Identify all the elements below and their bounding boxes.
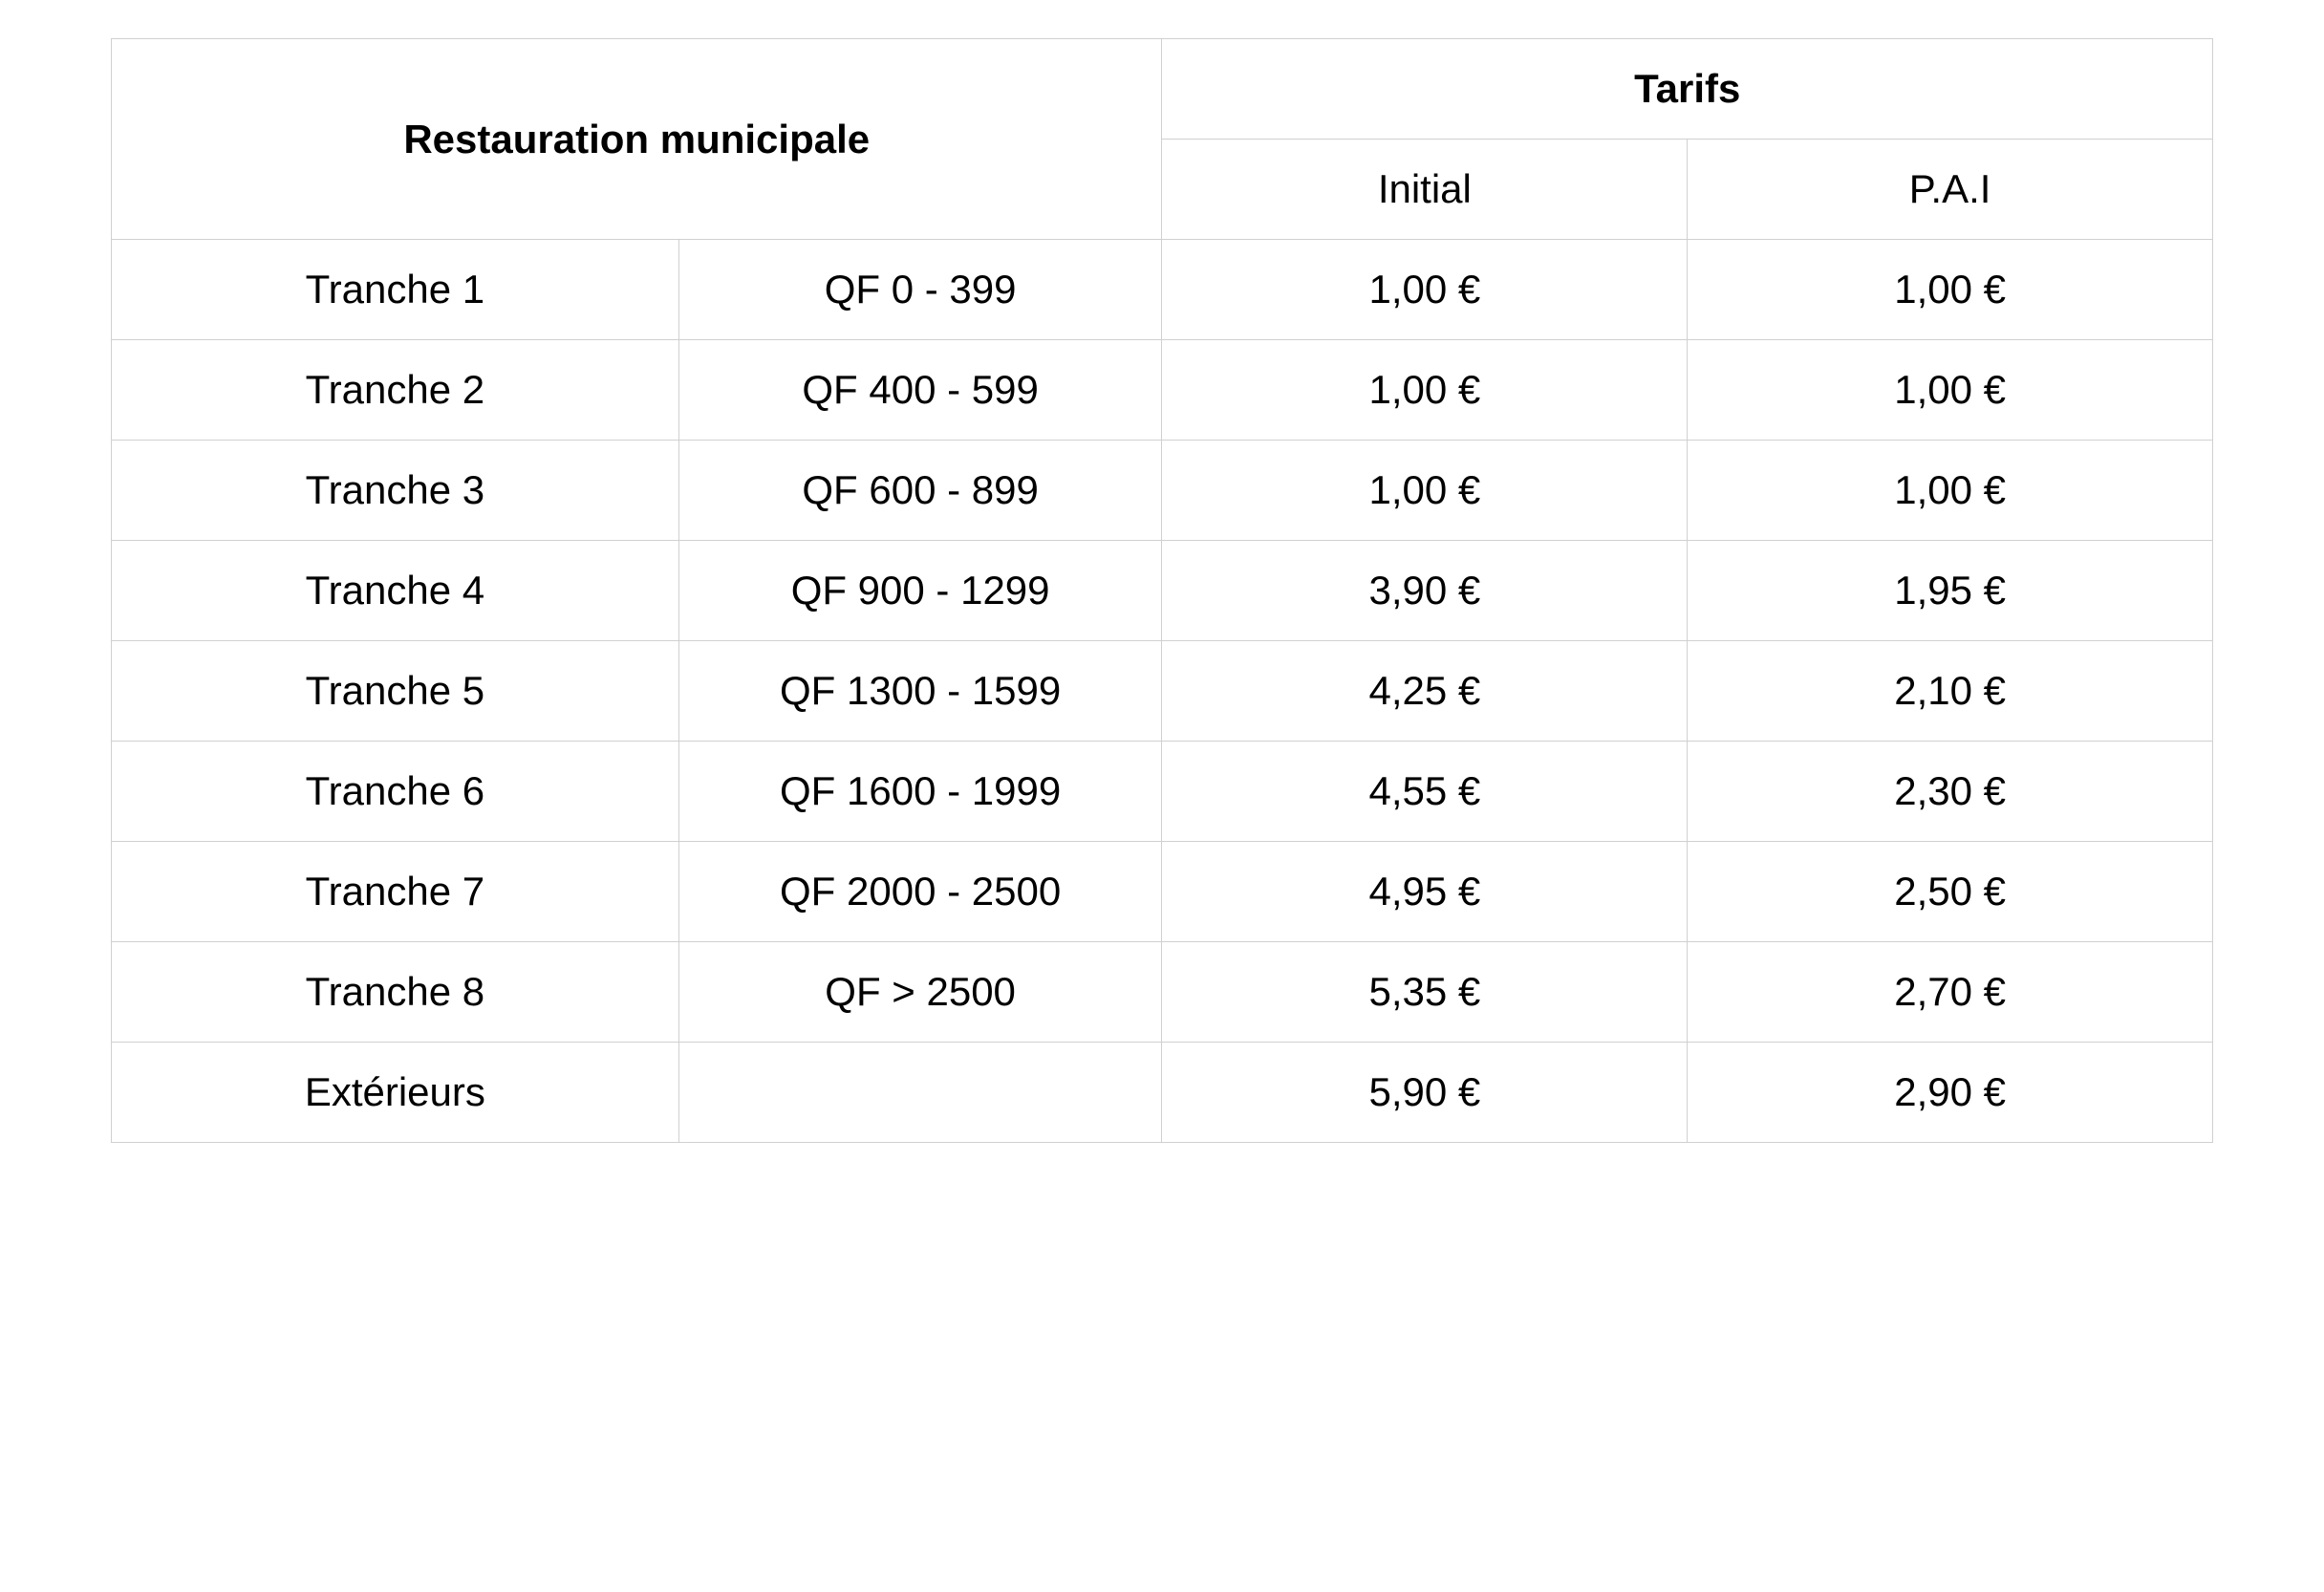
cell-pai: 2,10 €: [1688, 641, 2213, 742]
cell-initial: 4,25 €: [1162, 641, 1688, 742]
cell-qf: QF 0 - 399: [678, 240, 1162, 340]
cell-tranche: Tranche 1: [112, 240, 679, 340]
table-row: Tranche 5 QF 1300 - 1599 4,25 € 2,10 €: [112, 641, 2213, 742]
cell-pai: 2,50 €: [1688, 842, 2213, 942]
cell-tranche: Tranche 4: [112, 541, 679, 641]
table-row: Tranche 3 QF 600 - 899 1,00 € 1,00 €: [112, 441, 2213, 541]
cell-tranche: Tranche 8: [112, 942, 679, 1043]
table-row: Tranche 2 QF 400 - 599 1,00 € 1,00 €: [112, 340, 2213, 441]
cell-tranche: Tranche 7: [112, 842, 679, 942]
cell-initial: 5,90 €: [1162, 1043, 1688, 1143]
header-initial: Initial: [1162, 140, 1688, 240]
table-body: Tranche 1 QF 0 - 399 1,00 € 1,00 € Tranc…: [112, 240, 2213, 1143]
cell-pai: 2,30 €: [1688, 742, 2213, 842]
header-row-1: Restauration municipale Tarifs: [112, 39, 2213, 140]
cell-tranche: Extérieurs: [112, 1043, 679, 1143]
cell-qf: QF 1600 - 1999: [678, 742, 1162, 842]
cell-qf: [678, 1043, 1162, 1143]
cell-qf: QF 2000 - 2500: [678, 842, 1162, 942]
cell-pai: 1,00 €: [1688, 441, 2213, 541]
header-pai: P.A.I: [1688, 140, 2213, 240]
table-row: Extérieurs 5,90 € 2,90 €: [112, 1043, 2213, 1143]
header-tarifs: Tarifs: [1162, 39, 2213, 140]
table-row: Tranche 4 QF 900 - 1299 3,90 € 1,95 €: [112, 541, 2213, 641]
cell-tranche: Tranche 6: [112, 742, 679, 842]
cell-qf: QF 600 - 899: [678, 441, 1162, 541]
table-row: Tranche 7 QF 2000 - 2500 4,95 € 2,50 €: [112, 842, 2213, 942]
table-row: Tranche 6 QF 1600 - 1999 4,55 € 2,30 €: [112, 742, 2213, 842]
cell-qf: QF > 2500: [678, 942, 1162, 1043]
cell-tranche: Tranche 2: [112, 340, 679, 441]
cell-qf: QF 1300 - 1599: [678, 641, 1162, 742]
cell-initial: 5,35 €: [1162, 942, 1688, 1043]
cell-initial: 4,95 €: [1162, 842, 1688, 942]
cell-tranche: Tranche 3: [112, 441, 679, 541]
cell-pai: 2,70 €: [1688, 942, 2213, 1043]
cell-initial: 1,00 €: [1162, 340, 1688, 441]
table-row: Tranche 8 QF > 2500 5,35 € 2,70 €: [112, 942, 2213, 1043]
cell-tranche: Tranche 5: [112, 641, 679, 742]
cell-initial: 1,00 €: [1162, 441, 1688, 541]
cell-pai: 1,00 €: [1688, 340, 2213, 441]
cell-qf: QF 400 - 599: [678, 340, 1162, 441]
cell-initial: 3,90 €: [1162, 541, 1688, 641]
cell-initial: 4,55 €: [1162, 742, 1688, 842]
cell-pai: 1,00 €: [1688, 240, 2213, 340]
cell-qf: QF 900 - 1299: [678, 541, 1162, 641]
cell-pai: 2,90 €: [1688, 1043, 2213, 1143]
tarifs-table: Restauration municipale Tarifs Initial P…: [111, 38, 2213, 1143]
cell-pai: 1,95 €: [1688, 541, 2213, 641]
cell-initial: 1,00 €: [1162, 240, 1688, 340]
header-restauration: Restauration municipale: [112, 39, 1162, 240]
table-row: Tranche 1 QF 0 - 399 1,00 € 1,00 €: [112, 240, 2213, 340]
